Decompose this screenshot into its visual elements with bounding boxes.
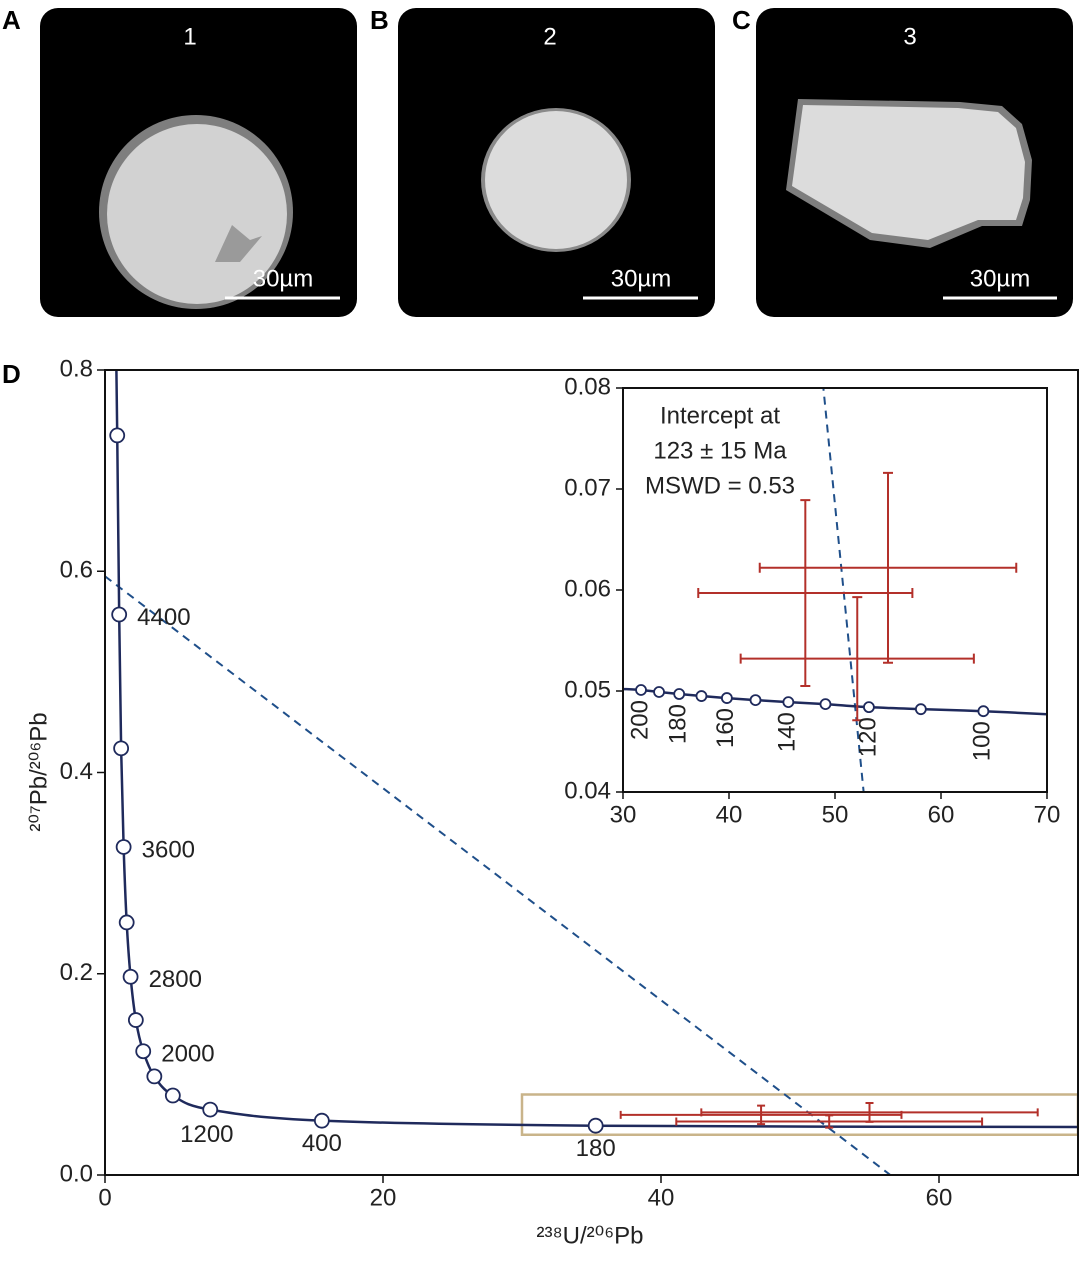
age-label: 160 (712, 708, 739, 748)
plot-content (623, 388, 1047, 792)
y-tick-label: 0.4 (60, 758, 93, 785)
age-label: 2000 (161, 1041, 214, 1068)
age-marker (122, 968, 139, 985)
scale-label: 30µm (970, 265, 1031, 292)
x-tick-label: 70 (1034, 801, 1061, 828)
grain-defect (215, 225, 262, 262)
panel-letter: D (2, 359, 21, 389)
age-marker (635, 684, 647, 696)
age-label: 140 (774, 712, 801, 752)
age-marker (749, 694, 762, 706)
age-marker (782, 696, 795, 709)
annotation: MSWD = 0.53 (645, 472, 795, 499)
x-tick-label: 40 (716, 801, 743, 828)
age-marker (914, 703, 927, 716)
age-marker (695, 690, 708, 702)
plot-area (623, 388, 1047, 792)
age-label: 1200 (180, 1121, 233, 1148)
age-marker (863, 701, 875, 714)
scale-label: 30µm (253, 265, 314, 292)
zoom-box (520, 1093, 1078, 1136)
x-tick-label: 0 (98, 1184, 111, 1211)
y-tick-label: 0.8 (60, 355, 93, 382)
age-marker (113, 740, 130, 757)
age-label: 2800 (149, 966, 202, 993)
y-tick-label: 0.04 (564, 777, 611, 804)
grain-number: 3 (903, 23, 916, 50)
panel-letter: B (370, 5, 389, 35)
x-tick-label: 40 (648, 1184, 675, 1211)
age-marker (202, 1101, 219, 1118)
age-marker (164, 1087, 181, 1104)
annotation: 123 ± 15 Ma (653, 437, 787, 464)
age-marker (819, 698, 832, 711)
age-marker (720, 692, 733, 704)
age-label: 120 (854, 717, 881, 757)
grain-number: 2 (543, 23, 556, 50)
age-marker (111, 606, 128, 623)
x-tick-label: 20 (370, 1184, 397, 1211)
y-error-bar (800, 499, 811, 687)
age-label: 100 (969, 721, 996, 761)
y-error-bar (883, 471, 893, 664)
x-tick-label: 50 (822, 801, 849, 828)
annotation: Intercept at (660, 402, 780, 429)
x-tick-label: 30 (610, 801, 637, 828)
age-marker (653, 686, 665, 698)
age-label: 200 (626, 700, 653, 740)
age-marker (109, 427, 126, 444)
x-tick-label: 60 (928, 801, 955, 828)
panel-letter: C (732, 5, 751, 35)
age-marker (127, 1012, 144, 1028)
y-tick-label: 0.6 (60, 557, 93, 584)
age-label: 4400 (137, 604, 190, 631)
y-tick-label: 0.06 (564, 575, 611, 602)
y-tick-label: 0.07 (564, 474, 611, 501)
y-tick-label: 0.08 (564, 373, 611, 400)
y-axis-label: ²⁰⁷Pb/²⁰⁶Pb (25, 712, 52, 831)
age-marker (587, 1117, 604, 1134)
age-marker (135, 1043, 152, 1060)
age-label: 3600 (142, 836, 195, 863)
age-marker (118, 914, 135, 931)
age-label: 180 (665, 704, 692, 744)
concordia-curve (115, 370, 1078, 1129)
grain (485, 111, 627, 249)
y-error-bar (825, 1114, 834, 1129)
y-error-bar (852, 596, 863, 722)
y-tick-label: 0.0 (60, 1160, 93, 1187)
age-marker (115, 839, 132, 855)
age-marker (313, 1112, 330, 1129)
grain (792, 105, 1025, 240)
grain-number: 1 (183, 23, 196, 50)
age-marker (146, 1068, 163, 1085)
x-axis-label: ²³⁸U/²⁰⁶Pb (537, 1222, 644, 1249)
age-label: 180 (576, 1135, 616, 1162)
y-tick-label: 0.2 (60, 959, 93, 986)
panel-letter: A (2, 5, 21, 35)
discordia-line (105, 575, 891, 1175)
age-marker (977, 705, 990, 718)
y-tick-label: 0.05 (564, 676, 611, 703)
age-marker (673, 688, 686, 700)
age-label: 400 (302, 1130, 342, 1157)
x-tick-label: 60 (926, 1184, 953, 1211)
scale-label: 30µm (611, 265, 672, 292)
plot-content (105, 370, 1078, 1175)
